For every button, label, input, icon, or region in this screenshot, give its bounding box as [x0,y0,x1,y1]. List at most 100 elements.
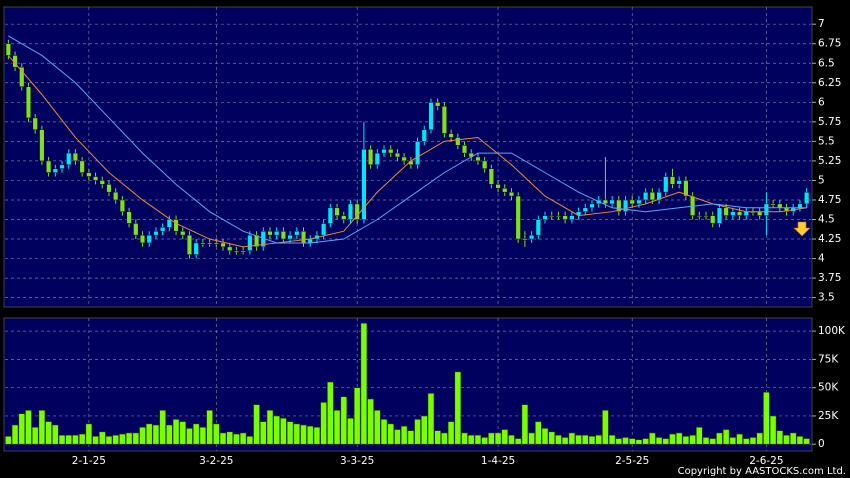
volume-bar [622,437,629,445]
y-tick-label: 0 [818,438,825,450]
volume-bar [474,434,482,445]
candle-body [347,203,354,220]
candle-body [200,242,206,245]
volume-bar [286,421,294,445]
candle-body [435,102,441,107]
candle-body [133,223,139,236]
candle-body [448,133,454,138]
candle-body [455,137,461,146]
candle-body [495,184,501,189]
candle-body [139,234,146,244]
volume-bar [521,404,529,445]
candle-body [354,203,360,220]
volume-bar [803,438,810,445]
volume-bar [541,428,549,445]
candle-body [562,215,568,220]
volume-bar [85,423,93,445]
candle-body [361,148,367,220]
volume-bar [407,430,415,445]
volume-bar [219,432,227,445]
volume-bar [695,426,703,445]
volume-bar [669,433,676,445]
candle-body [99,180,105,185]
candle-body [508,191,515,197]
volume-bar [561,437,569,445]
volume-bar [400,425,408,445]
volume-bar [769,415,777,445]
candle-body [388,148,394,154]
volume-bar [300,424,307,445]
candle-body [79,160,85,173]
volume-bar [649,432,656,445]
y-tick-label: 6.25 [818,77,841,89]
volume-panel [3,317,813,452]
volume-bar [25,409,32,445]
candle-body [52,168,58,173]
y-tick-label: 4.75 [818,194,841,206]
candle-body [736,211,743,216]
candle-body [589,203,595,209]
volume-bar [642,438,649,445]
candle-body [25,86,32,119]
candle-body [723,207,729,216]
volume-bar [655,437,663,445]
volume-bar [675,432,683,445]
y-tick-label: 7 [818,18,825,30]
candle-body [622,199,629,212]
volume-bar [253,404,260,445]
volume-bar [555,434,562,445]
candle-body [126,211,132,224]
volume-bar [575,434,582,445]
volume-bar [662,438,670,445]
y-tick-label: 3.5 [818,292,835,304]
candle-body [280,230,286,240]
volume-bar [31,426,39,445]
candle-body [92,176,99,181]
volume-bar [347,417,354,445]
volume-bar [226,431,234,445]
y-tick-label: 4.5 [818,214,835,226]
y-tick-label: 4.25 [818,233,841,245]
signal-arrow [793,221,811,237]
ma-line [8,35,807,244]
x-tick-label: 2-6-25 [749,455,783,467]
candle-body [643,191,649,201]
y-tick-label: 4 [818,253,825,265]
volume-bar [628,438,636,445]
candle-body [602,199,608,205]
candle-body [401,156,407,162]
copyright: Copyright by AASTOCKS.com Ltd. [678,466,846,477]
volume-bar [45,421,52,445]
volume-bar [132,432,140,445]
y-tick-label: 5.75 [818,116,841,128]
y-tick-label: 6.5 [818,57,835,69]
volume-bar [125,432,133,445]
y-tick-label: 25K [818,410,839,422]
candle-body [59,164,65,169]
volume-bar [689,434,696,445]
candle-body [683,180,689,197]
candle-body [441,105,447,134]
candle-body [186,234,193,255]
volume-bar [602,409,609,445]
candle-body [153,230,159,236]
candle-body [482,160,488,169]
candle-body [86,172,92,177]
volume-bar [709,438,717,445]
volume-bar [246,435,254,445]
candle-body [113,191,119,201]
volume-bar [266,409,274,445]
candle-body [368,148,374,166]
volume-bar [58,434,66,445]
volume-bar [259,421,267,445]
y-tick-label: 5.25 [818,155,841,167]
volume-bar [11,424,19,445]
volume-bar [595,434,603,445]
candle-body [12,55,18,68]
candle-body [616,199,622,212]
volume-bar [588,435,596,445]
volume-bar [514,438,522,445]
candle-body [582,207,588,212]
volume-bar [18,413,26,445]
candle-body [743,211,749,216]
